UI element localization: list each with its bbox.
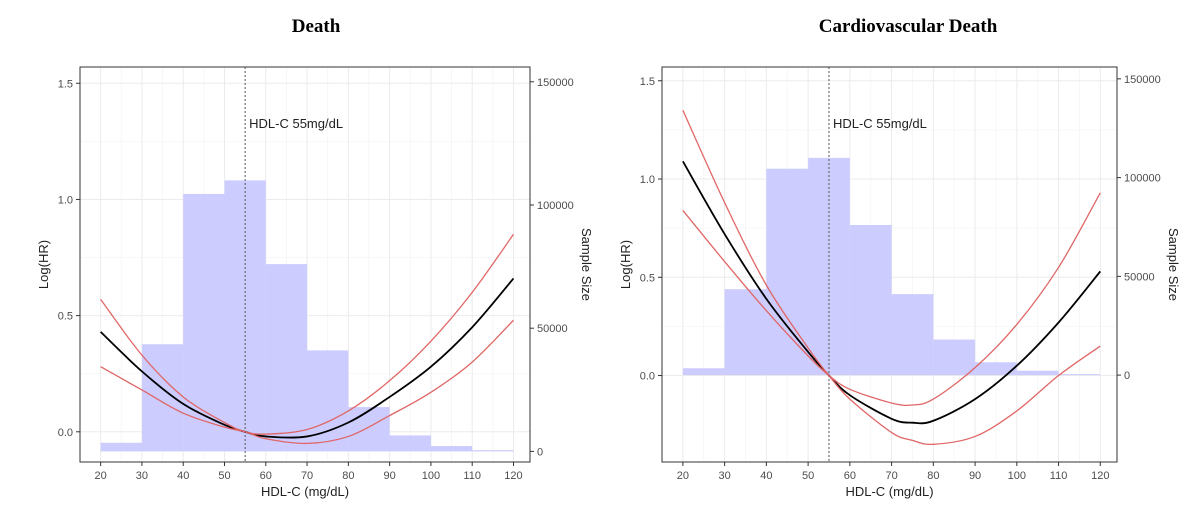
- x-tick-label: 20: [677, 470, 689, 482]
- y-axis-label: Log(HR): [36, 240, 51, 289]
- x-tick-label: 70: [301, 470, 313, 482]
- histogram-bar: [849, 225, 892, 376]
- x-tick-label: 60: [260, 470, 272, 482]
- y-tick-label: 0.5: [640, 272, 655, 284]
- y-tick-label: 1.5: [58, 78, 73, 90]
- x-tick-label: 90: [969, 470, 981, 482]
- y2-tick-label: 50000: [1124, 271, 1155, 283]
- histogram-bar: [100, 442, 142, 452]
- y2-tick-label: 100000: [1124, 173, 1161, 185]
- histogram-bar: [933, 339, 976, 376]
- chart-title: Death: [292, 16, 341, 37]
- histogram-bar: [1016, 370, 1059, 376]
- x-tick-label: 50: [218, 470, 230, 482]
- y-tick-label: 1.5: [640, 76, 655, 88]
- x-tick-label: 90: [384, 470, 396, 482]
- chart-death: Death HDL-C 55mg/dL 20 30 40 50 60 70 80 90 100 110…: [36, 16, 594, 499]
- histogram-bar: [724, 289, 767, 376]
- y2-tick-label: 150000: [1124, 74, 1161, 86]
- histogram-bar: [348, 407, 390, 452]
- histogram-bar: [472, 450, 514, 452]
- histogram-bar: [682, 368, 725, 376]
- x-axis-label: HDL-C (mg/dL): [845, 484, 933, 499]
- histogram-bar: [891, 294, 934, 376]
- y2-axis-label: Sample Size: [1166, 228, 1181, 301]
- x-tick-label: 60: [844, 470, 856, 482]
- histogram-bar: [183, 193, 225, 452]
- y2-tick-label: 0: [537, 446, 543, 458]
- x-tick-label: 110: [463, 470, 481, 482]
- x-tick-label: 50: [802, 470, 814, 482]
- x-tick-label: 20: [95, 470, 107, 482]
- x-tick-label: 120: [504, 470, 522, 482]
- x-tick-label: 110: [1050, 470, 1068, 482]
- x-tick-label: 70: [885, 470, 897, 482]
- series-line-upper-ci: [100, 233, 515, 435]
- y2-tick-label: 100000: [537, 200, 574, 212]
- histogram-bar: [265, 264, 308, 452]
- y2-tick-label: 0: [1124, 370, 1130, 382]
- x-tick-label: 80: [342, 470, 354, 482]
- histogram-bar: [975, 362, 1017, 376]
- x-tick-label: 30: [718, 470, 730, 482]
- y2-tick-label: 150000: [537, 77, 574, 89]
- y-axis-label: Log(HR): [618, 240, 633, 289]
- histogram-bar: [141, 344, 184, 452]
- y-tick-label: 0.0: [640, 371, 655, 383]
- y-tick-label: 1.0: [58, 194, 73, 206]
- y-tick-label: 1.0: [640, 174, 655, 186]
- reference-annotation: HDL-C 55mg/dL: [249, 116, 343, 131]
- x-tick-label: 30: [136, 470, 148, 482]
- series-line-upper-ci: [682, 192, 1101, 407]
- y-tick-label: 0.5: [58, 311, 73, 323]
- series-line-loghr: [100, 277, 515, 439]
- x-axis-label: HDL-C (mg/dL): [261, 484, 349, 499]
- chart-cardiovascular-death: Cardiovascular Death HDL-C 55mg/dL 20 30 40 5…: [618, 16, 1181, 499]
- series-line-loghr: [682, 160, 1102, 425]
- plot-frame: [79, 66, 531, 463]
- chart-panel-death: Death HDL-C 55mg/dL 20 30 40 50 60 70 80 90 100 110…: [36, 16, 594, 499]
- x-tick-label: 100: [1008, 470, 1026, 482]
- histogram-bar: [1058, 374, 1101, 376]
- histogram-bar: [389, 435, 431, 452]
- histogram-bar: [430, 445, 473, 452]
- histogram-bar: [808, 157, 850, 376]
- series-line-lower-ci: [100, 319, 514, 445]
- x-tick-label: 40: [760, 470, 772, 482]
- y2-axis-label: Sample Size: [579, 228, 594, 301]
- x-tick-label: 100: [422, 470, 440, 482]
- plot-frame: [661, 66, 1118, 463]
- x-tick-label: 80: [927, 470, 939, 482]
- chart-title: Cardiovascular Death: [819, 16, 998, 37]
- histogram-bar: [307, 350, 349, 452]
- histogram-bar: [766, 168, 809, 376]
- reference-annotation: HDL-C 55mg/dL: [833, 116, 927, 131]
- series-line-lower-ci: [682, 109, 1101, 446]
- y2-tick-label: 50000: [537, 323, 568, 335]
- chart-panel-cardiovascular-death: Cardiovascular Death HDL-C 55mg/dL 20 30 40 5…: [600, 0, 1200, 511]
- x-tick-label: 40: [177, 470, 189, 482]
- y-tick-label: 0.0: [58, 427, 73, 439]
- x-tick-label: 120: [1091, 470, 1109, 482]
